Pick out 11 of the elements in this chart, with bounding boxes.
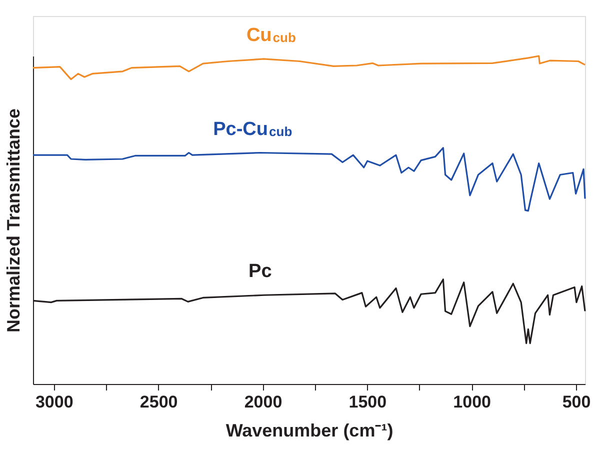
x-tick-label: 3000: [35, 392, 74, 412]
series-label: Pc-Cucub: [213, 118, 292, 140]
x-axis-title: Wavenumber (cm⁻¹): [226, 420, 394, 440]
x-tick-label: 2500: [140, 392, 178, 412]
series-label: Pc: [248, 261, 272, 282]
x-tick-label: 500: [562, 392, 591, 412]
y-axis-title: Normalized Transmittance: [4, 108, 24, 333]
series-label: Cucub: [246, 24, 296, 46]
x-tick-label: 2000: [244, 392, 282, 412]
x-tick-label: 1500: [348, 392, 387, 412]
x-tick-label: 1000: [453, 392, 492, 412]
